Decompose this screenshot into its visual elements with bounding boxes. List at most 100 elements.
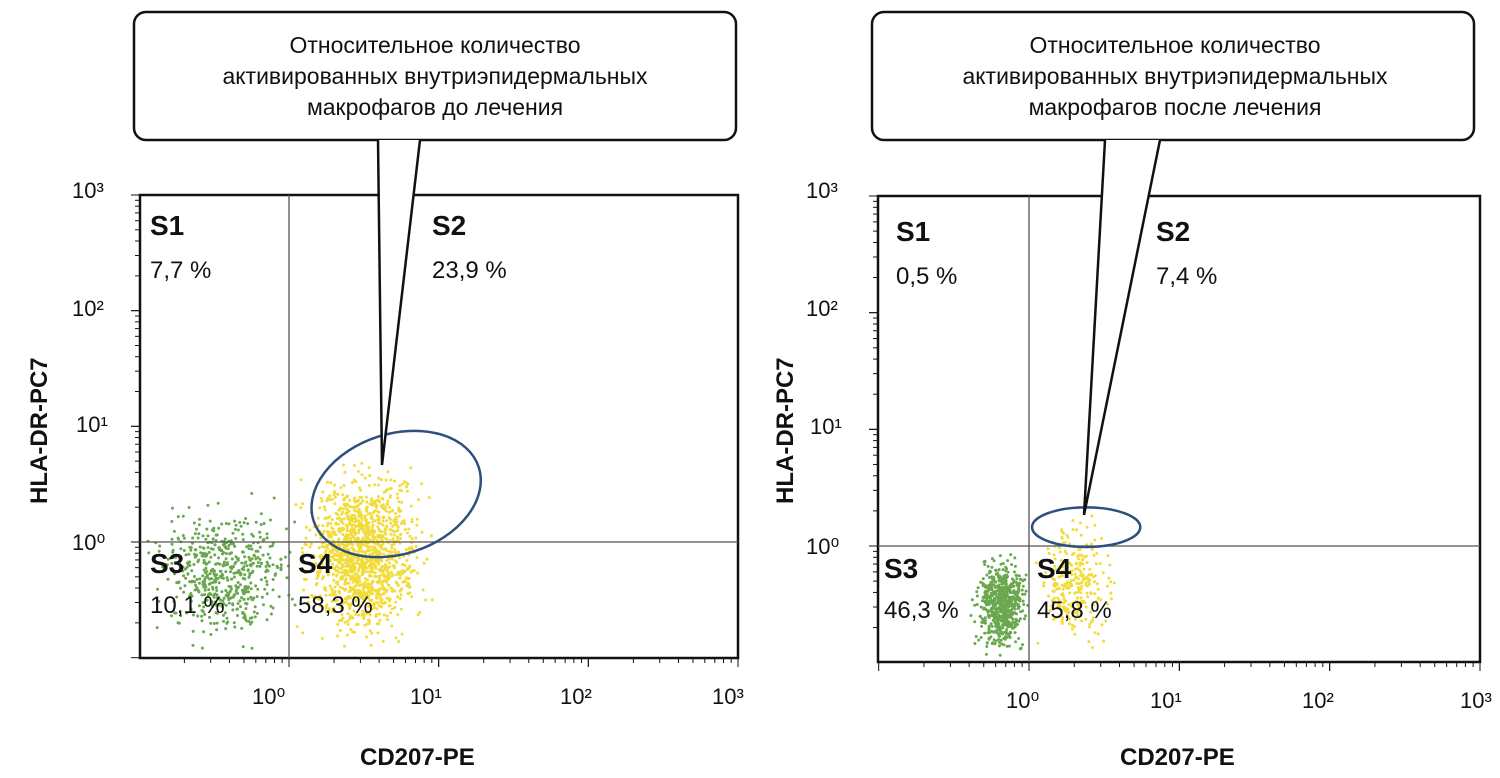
event-dot [328,584,332,588]
event-dot [179,586,182,590]
event-dot [246,585,250,589]
event-dot [992,618,996,621]
callout-title: Относительное количество активированных … [875,30,1475,123]
event-dot [983,563,987,566]
event-dot [1058,546,1062,550]
event-dot [412,569,416,572]
event-dot [401,572,405,575]
event-dot [190,569,194,573]
event-dot [997,595,1001,598]
event-dot [380,605,383,609]
event-dot [210,600,214,604]
event-dot [384,590,388,594]
event-dot [314,533,318,537]
event-dot [180,567,184,571]
event-dot [345,553,348,557]
event-dot [346,543,350,547]
event-dot [220,522,224,526]
event-dot [268,545,272,548]
event-dot [393,559,397,563]
callout-line: активированных внутриэпидермальных [222,63,648,89]
event-dot [210,603,214,607]
event-dot [974,635,978,638]
event-dot [304,577,308,581]
event-dot [346,612,350,616]
event-dot [1061,561,1065,565]
event-dot [390,557,394,561]
event-dot [1058,564,1062,568]
event-dot [248,572,252,576]
event-dot [352,562,356,565]
event-dot [1004,610,1008,614]
event-dot [406,568,410,572]
event-dot [401,482,404,486]
event-dot [240,550,244,554]
event-dot [1011,605,1015,609]
event-dot [202,568,206,572]
event-dot [269,604,273,608]
event-dot [1021,643,1024,647]
event-dot [1005,632,1008,636]
event-dot [379,504,383,508]
event-dot [365,500,369,504]
event-dot [227,522,231,526]
event-dot [390,509,394,513]
x-tick-label: 10² [1302,688,1334,713]
event-dot [377,515,381,519]
event-dot [1042,581,1046,585]
event-dot [1008,595,1012,599]
event-dot [184,576,188,580]
event-dot [260,595,264,599]
event-dot [344,535,348,539]
y-tick-label: 10³ [806,178,838,203]
event-dot [189,548,193,552]
event-dot [1053,600,1057,604]
event-dot [295,625,299,628]
event-dot [365,601,369,605]
event-dot [1005,601,1009,605]
event-dot [203,588,207,592]
event-dot [365,509,368,513]
event-dot [994,639,998,643]
event-dot [378,618,382,622]
event-dot [1006,575,1009,579]
event-dot [1092,553,1096,557]
event-dot [266,569,270,573]
event-dot [366,578,369,582]
event-dot [244,517,248,520]
event-dot [382,548,386,551]
event-dot [987,628,991,632]
event-dot [992,615,996,618]
event-dot [209,555,213,559]
event-dot [259,578,263,582]
event-dot [226,578,230,582]
event-dot [1080,554,1084,557]
event-dot [303,542,307,546]
event-dot [1093,592,1097,596]
event-dot [370,548,374,552]
event-dot [386,503,390,506]
event-dot [386,618,389,622]
event-dot [987,616,991,620]
event-dot [342,507,346,511]
event-dot [240,567,244,571]
event-dot [424,598,428,602]
event-dot [385,524,389,528]
event-dot [240,596,243,600]
event-dot [990,580,994,584]
event-dot [1055,605,1059,609]
event-dot [403,480,407,484]
event-dot [170,614,173,618]
event-dot [217,526,221,530]
event-dot [319,496,323,500]
event-dot [398,576,402,580]
event-dot [250,646,254,650]
event-dot [319,536,323,540]
event-dot [320,499,324,503]
event-dot [381,523,385,527]
event-dot [214,586,218,589]
event-dot [333,590,337,594]
event-dot [300,567,304,571]
event-dot [407,546,411,550]
event-dot [357,568,361,571]
